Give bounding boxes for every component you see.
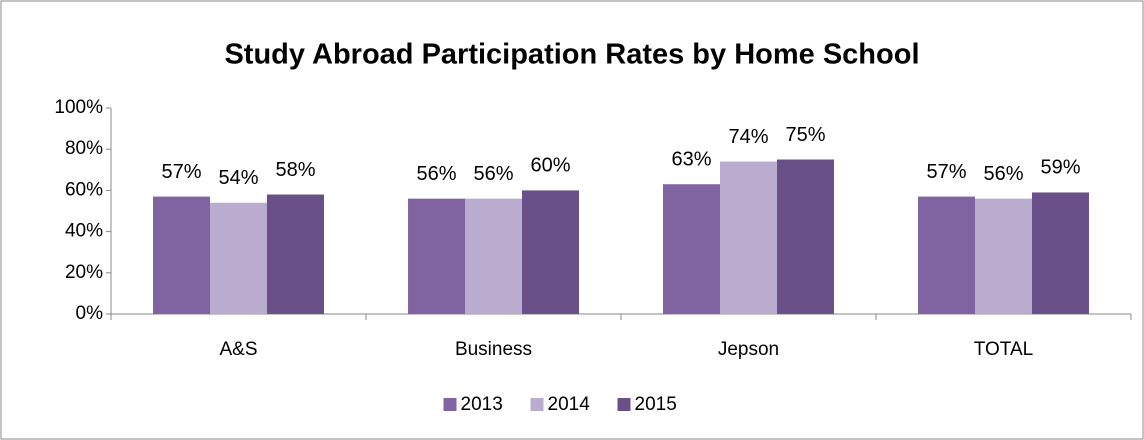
y-tick-label: 80% [65, 138, 103, 159]
bar [210, 202, 267, 314]
legend-label: 2015 [635, 394, 677, 415]
bar [918, 196, 976, 314]
legend-swatch [530, 398, 544, 411]
bar [975, 198, 1032, 314]
data-label: 56% [416, 163, 456, 185]
data-label: 75% [785, 124, 825, 146]
x-tick-label: Jepson [718, 339, 779, 360]
x-tick-label: Business [455, 339, 532, 360]
bar [720, 161, 777, 314]
data-label: 59% [1040, 157, 1080, 179]
legend-label: 2013 [461, 394, 503, 415]
data-label: 56% [473, 163, 513, 185]
data-label: 56% [983, 163, 1023, 185]
bar [266, 194, 324, 314]
y-tick-label: 100% [54, 97, 103, 118]
chart-title: Study Abroad Participation Rates by Home… [224, 39, 919, 71]
x-tick-label: TOTAL [974, 339, 1033, 360]
data-label: 74% [728, 126, 768, 148]
legend-swatch [617, 398, 631, 411]
bar [776, 159, 834, 314]
bar [153, 196, 211, 314]
data-label: 58% [275, 159, 315, 181]
bar [663, 184, 721, 314]
bar [521, 190, 579, 314]
data-label: 57% [926, 161, 966, 183]
y-tick-label: 0% [76, 303, 104, 324]
bar [1031, 192, 1089, 314]
data-label: 54% [218, 167, 258, 189]
bar [465, 198, 522, 314]
legend-label: 2014 [548, 394, 591, 415]
y-tick-label: 60% [65, 179, 103, 200]
y-tick-label: 20% [65, 262, 103, 283]
data-label: 57% [161, 161, 201, 183]
data-label: 63% [671, 149, 711, 171]
bar [408, 198, 466, 314]
y-tick-label: 40% [65, 221, 103, 242]
data-label: 60% [530, 155, 570, 177]
legend-swatch [443, 398, 457, 411]
x-tick-label: A&S [219, 339, 257, 360]
